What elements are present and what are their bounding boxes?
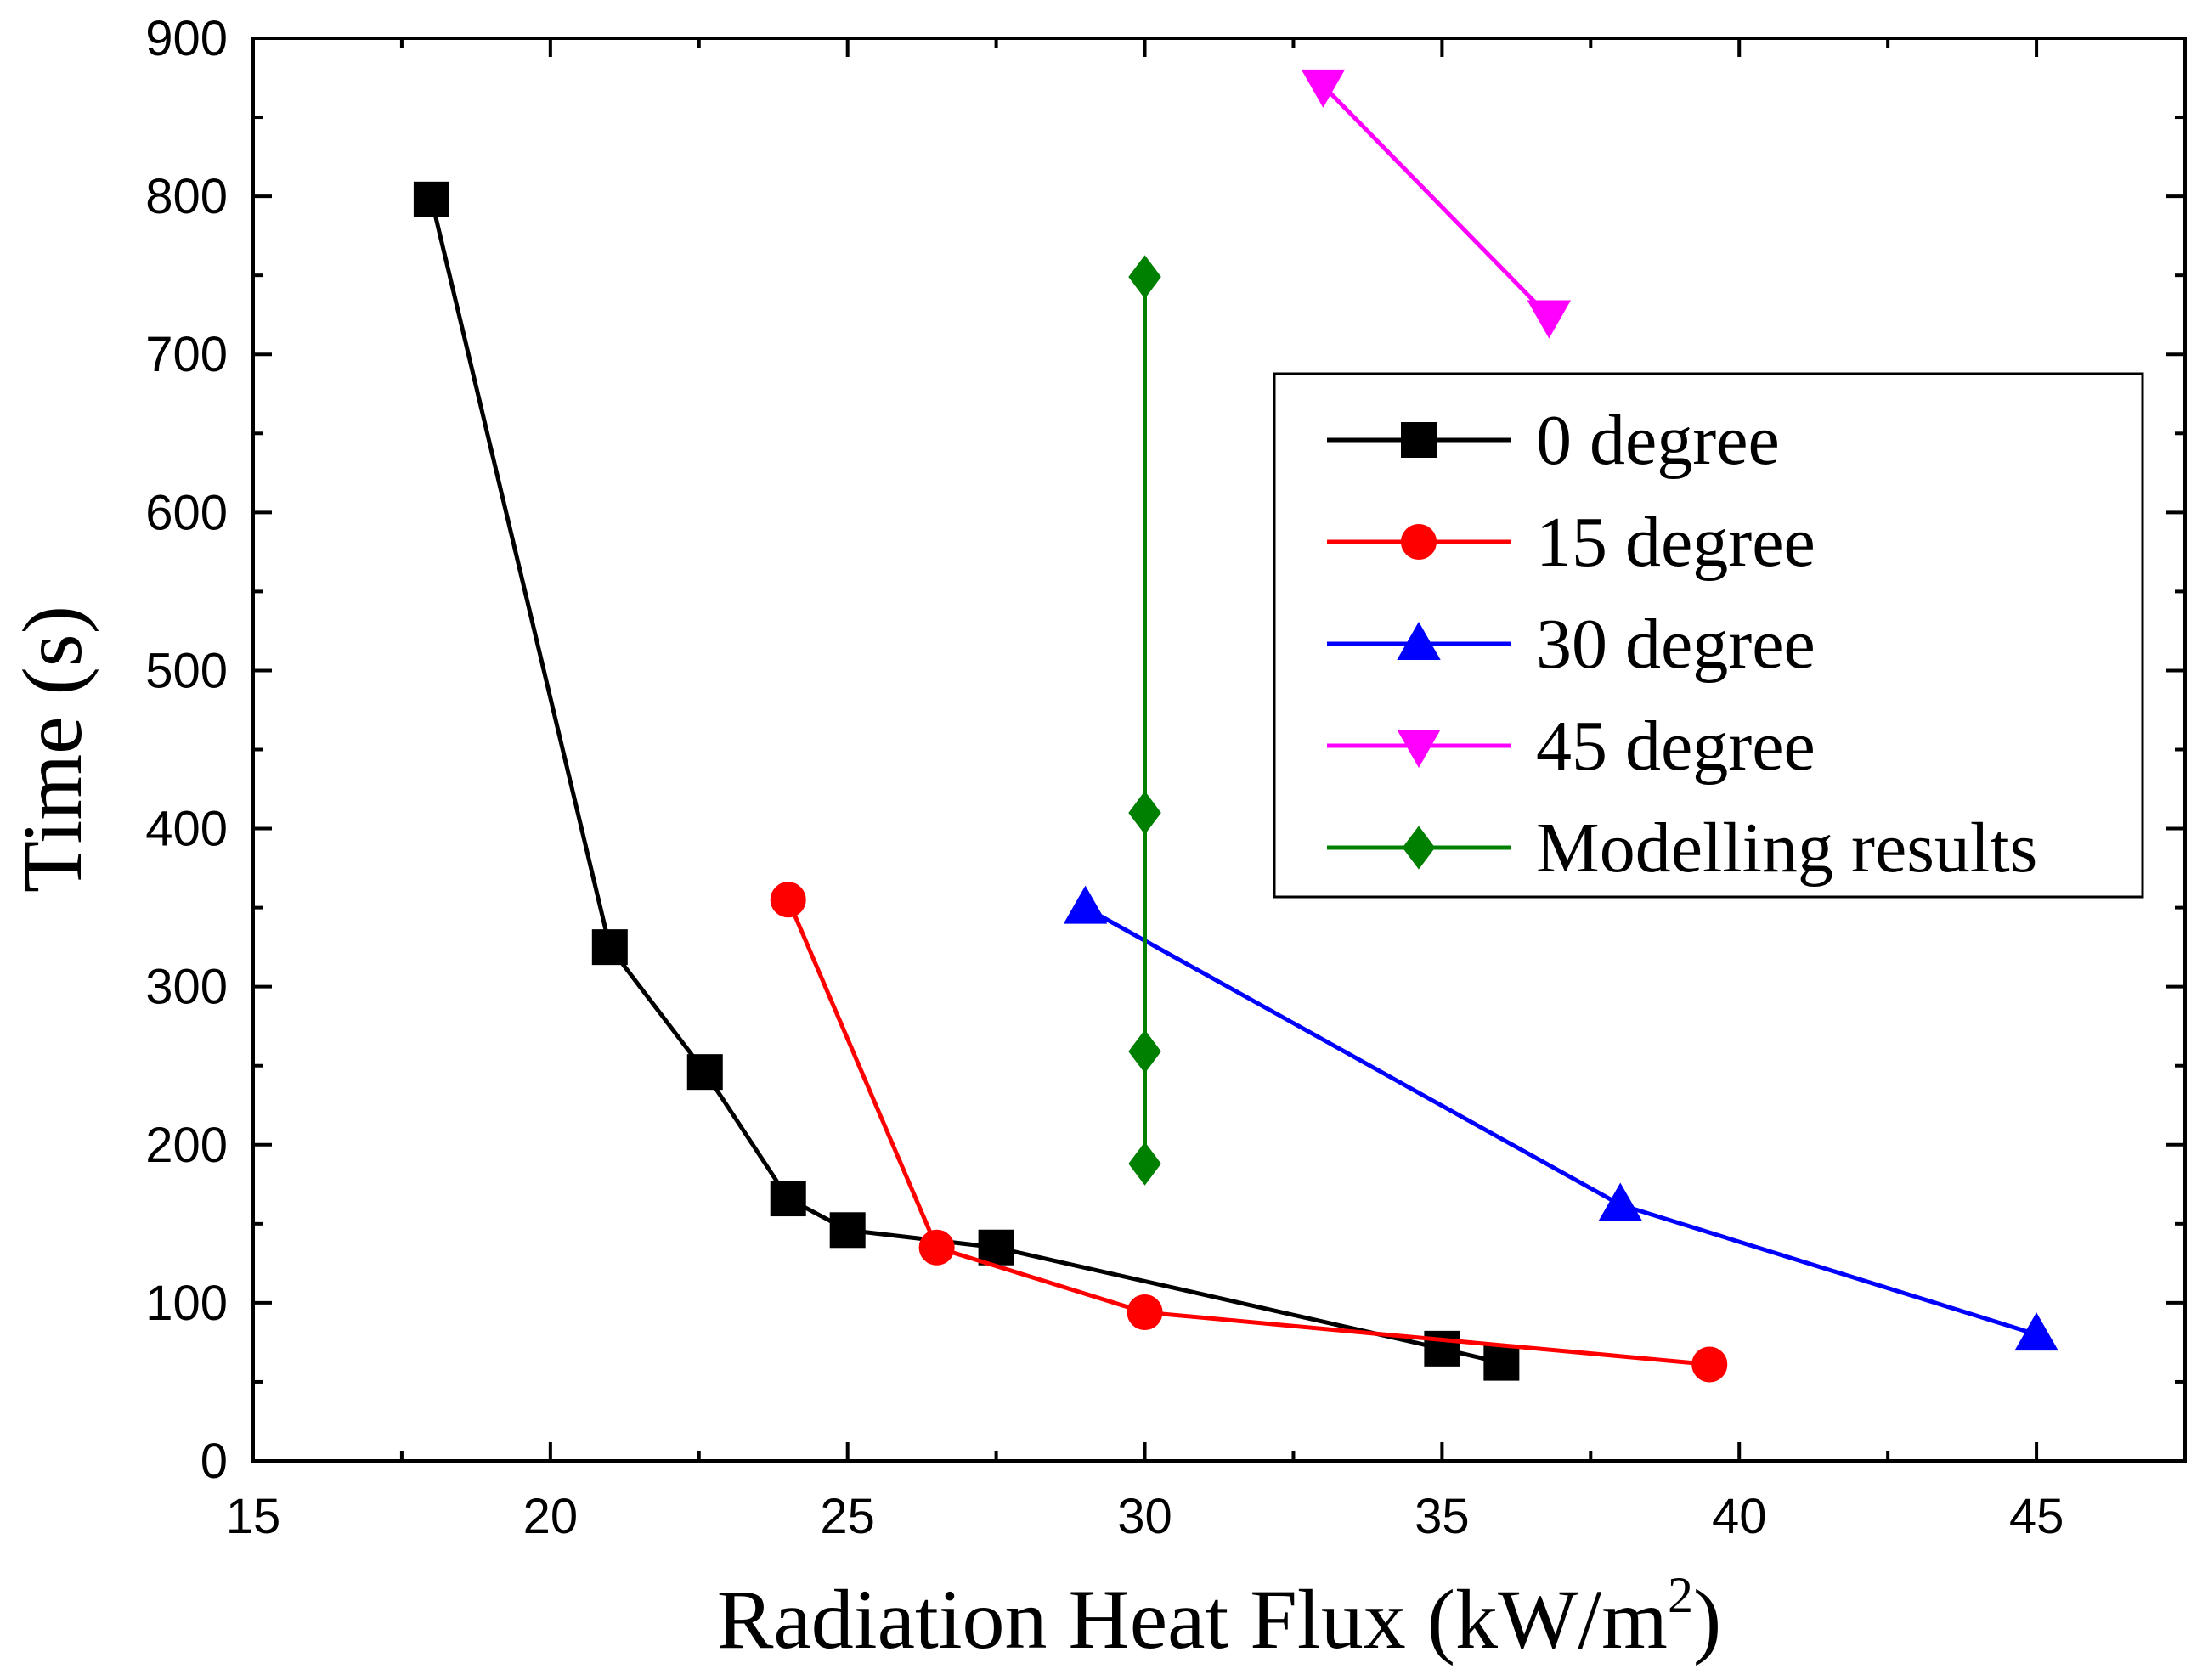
legend-marker	[1402, 826, 1436, 870]
x-tick-label: 35	[1415, 1489, 1470, 1544]
data-point	[1128, 255, 1161, 299]
data-point	[591, 929, 628, 966]
legend-marker	[1401, 422, 1437, 458]
data-point	[770, 882, 806, 918]
data-point	[1128, 1142, 1161, 1186]
y-tick-label: 100	[145, 1276, 228, 1331]
series-15-degree	[770, 882, 1728, 1383]
x-tick-label: 30	[1117, 1489, 1172, 1544]
legend-marker	[1397, 730, 1441, 769]
series-line	[1321, 84, 1551, 319]
data-point	[1127, 1294, 1163, 1331]
data-point	[1063, 885, 1108, 924]
legend-label: 30 degree	[1536, 605, 1815, 684]
x-tick-label: 15	[226, 1489, 281, 1544]
y-tick-label: 200	[145, 1118, 228, 1173]
data-point	[1424, 1330, 1460, 1367]
y-tick-label: 0	[200, 1434, 228, 1489]
x-tick-label: 25	[820, 1489, 875, 1544]
x-tick-label: 20	[523, 1489, 579, 1544]
y-tick-label: 500	[145, 643, 228, 698]
y-tick-label: 900	[145, 11, 228, 66]
legend-marker	[1397, 621, 1441, 660]
data-point	[686, 1054, 723, 1091]
series-line	[786, 899, 1710, 1367]
data-point	[2014, 1312, 2058, 1351]
legend-label: 0 degree	[1536, 401, 1780, 480]
series-modelling-results	[1128, 255, 1161, 1186]
y-tick-label: 300	[145, 960, 228, 1015]
series-45-degree	[1301, 69, 1572, 339]
plot-frame	[251, 37, 2187, 1463]
y-tick-label: 600	[145, 485, 228, 540]
legend-label: 45 degree	[1536, 707, 1815, 786]
data-point	[829, 1212, 866, 1249]
y-tick-label: 700	[145, 327, 228, 382]
x-axis-title: Radiation Heat Flux (kW/m2)	[717, 1567, 1722, 1666]
series-30-degree	[1063, 885, 2058, 1351]
y-axis-title: Time (s)	[5, 606, 99, 893]
data-point	[978, 1229, 1014, 1266]
data-point	[1128, 791, 1161, 835]
data-point	[1691, 1346, 1728, 1383]
data-point	[1527, 300, 1572, 339]
data-point	[413, 181, 449, 217]
data-point	[1301, 69, 1346, 108]
y-tick-label: 400	[145, 802, 228, 857]
legend-label: 15 degree	[1536, 503, 1815, 582]
legend-label: Modelling results	[1536, 809, 2037, 888]
data-point	[918, 1229, 955, 1266]
data-point	[1483, 1345, 1520, 1381]
data-point	[1128, 1029, 1161, 1074]
legend-marker	[1401, 524, 1437, 560]
data-point	[770, 1181, 806, 1217]
data-point	[1598, 1182, 1643, 1221]
x-tick-label: 40	[1712, 1489, 1767, 1544]
y-tick-label: 800	[145, 169, 228, 224]
x-tick-label: 45	[2009, 1489, 2064, 1544]
